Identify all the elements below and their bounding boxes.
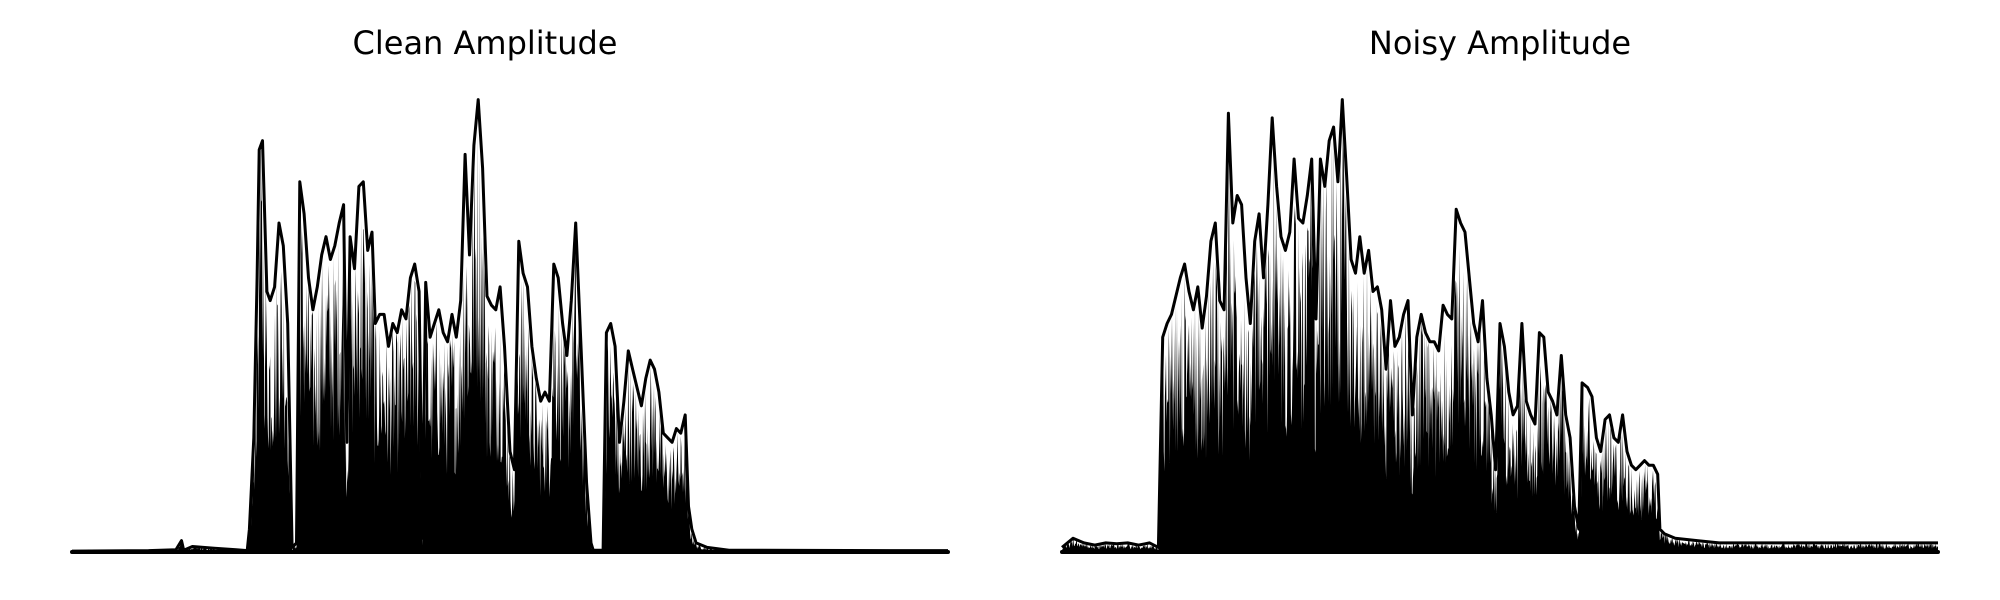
clean-amplitude-panel: Clean Amplitude [70,24,950,554]
amplitude-envelope-line [71,98,948,553]
noisy-amplitude-panel: Noisy Amplitude [1000,0,2000,600]
noisy-amplitude-title: Noisy Amplitude [1368,24,1632,62]
clean-amplitude-title: Clean Amplitude [352,24,618,62]
amplitude-area [1062,112,1938,552]
amplitude-envelope-line [1061,98,1938,549]
amplitude-area [72,129,948,552]
noisy-amplitude-plot [1060,98,1940,554]
clean-amplitude-plot [70,98,950,554]
